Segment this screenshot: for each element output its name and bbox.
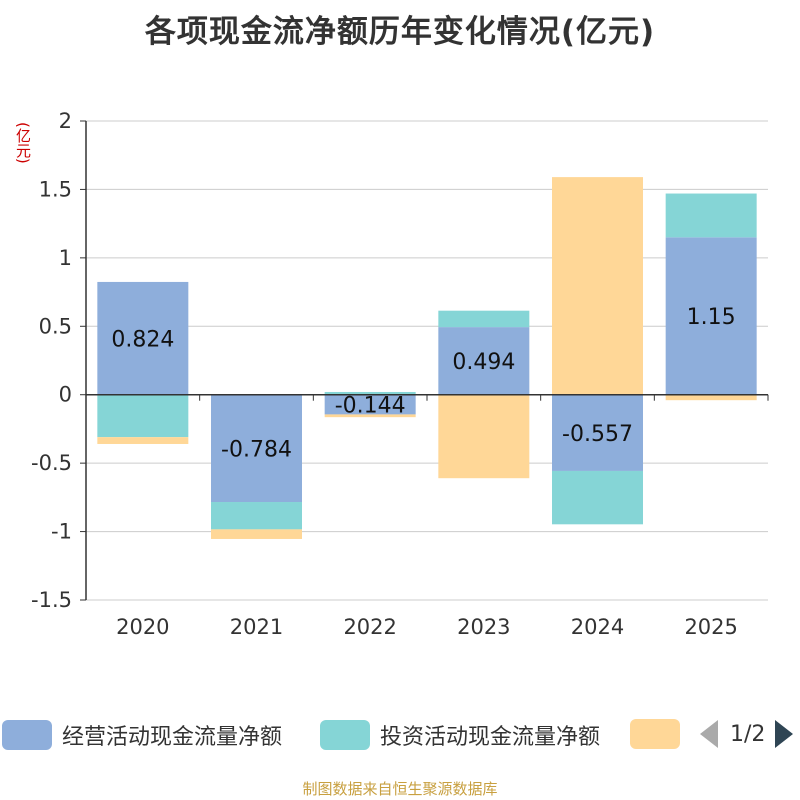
- legend-item-operating[interactable]: 经营活动现金流量净额: [2, 719, 282, 751]
- legend-page-indicator: 1/2: [730, 721, 766, 747]
- chart-plot: 2 1.5 1 0.5 0 -0.5 -1 -1.5 0.824 -0.784 -0.144 0.49…: [31, 109, 769, 639]
- data-label-2022: -0.144: [335, 394, 406, 419]
- y-tick-label: 0.5: [39, 314, 72, 338]
- bar-2023-series-0: [438, 327, 530, 395]
- legend-swatch-operating: [2, 720, 52, 750]
- bar-2022-series-0: [324, 394, 416, 415]
- data-label-2020: 0.824: [111, 327, 174, 352]
- x-tick-label-2021: 2021: [230, 615, 283, 639]
- legend-pager: 1/2: [700, 720, 794, 748]
- bar-2021-series-2: [211, 529, 302, 539]
- next-page-icon[interactable]: [775, 720, 794, 748]
- y-tick-label: 0: [59, 383, 72, 407]
- y-axis-unit-label: (亿元): [14, 122, 32, 164]
- y-tick-label: -1: [51, 520, 72, 544]
- x-tick-label-2025: 2025: [684, 615, 737, 639]
- y-tick-label: -0.5: [31, 451, 72, 475]
- chart-title: 各项现金流净额历年变化情况(亿元): [144, 14, 656, 50]
- bar-2024-series-2: [552, 177, 643, 395]
- legend: 经营活动现金流量净额 投资活动现金流量净额 1/2: [0, 712, 800, 758]
- bar-2021-series-1: [211, 502, 302, 530]
- legend-swatch-investing: [320, 720, 370, 750]
- bar-2025-series-0: [665, 237, 757, 395]
- x-tick-label-2023: 2023: [457, 615, 510, 639]
- bar-2025-series-2: [665, 394, 757, 401]
- x-tick-label-2024: 2024: [571, 615, 624, 639]
- y-tick-label: -1.5: [31, 588, 72, 612]
- bar-2024-series-1: [552, 470, 643, 525]
- bar-2022-series-2: [324, 414, 416, 418]
- data-source-footer: 制图数据来自恒生聚源数据库: [302, 780, 498, 798]
- data-label-2021: -0.784: [221, 437, 292, 462]
- y-tick-label: 1: [59, 246, 72, 270]
- bar-2023-series-1: [438, 310, 530, 328]
- legend-item-investing[interactable]: 投资活动现金流量净额: [320, 719, 600, 751]
- data-label-2025: 1.15: [687, 305, 736, 330]
- bar-2020-series-2: [97, 437, 189, 444]
- bar-2020-series-1: [97, 394, 189, 438]
- bar-2021-series-0: [211, 394, 302, 503]
- x-tick-label-2020: 2020: [116, 615, 169, 639]
- bar-2023-series-2: [438, 394, 530, 479]
- bar-2022-series-1: [324, 391, 416, 395]
- data-label-2023: 0.494: [452, 350, 515, 375]
- x-tick-label-2022: 2022: [343, 615, 396, 639]
- bar-2024-series-0: [552, 394, 643, 471]
- bar-2025-series-1: [665, 193, 757, 238]
- y-tick-label: 2: [59, 109, 72, 133]
- y-tick-label: 1.5: [39, 177, 72, 201]
- bar-2020-series-0: [97, 281, 189, 395]
- legend-label-operating: 经营活动现金流量净额: [62, 725, 283, 750]
- data-label-2024: -0.557: [562, 422, 633, 447]
- legend-item-financing[interactable]: [630, 719, 690, 749]
- previous-page-icon[interactable]: [700, 720, 718, 748]
- legend-label-investing: 投资活动现金流量净额: [380, 725, 601, 750]
- legend-swatch-financing: [630, 719, 680, 749]
